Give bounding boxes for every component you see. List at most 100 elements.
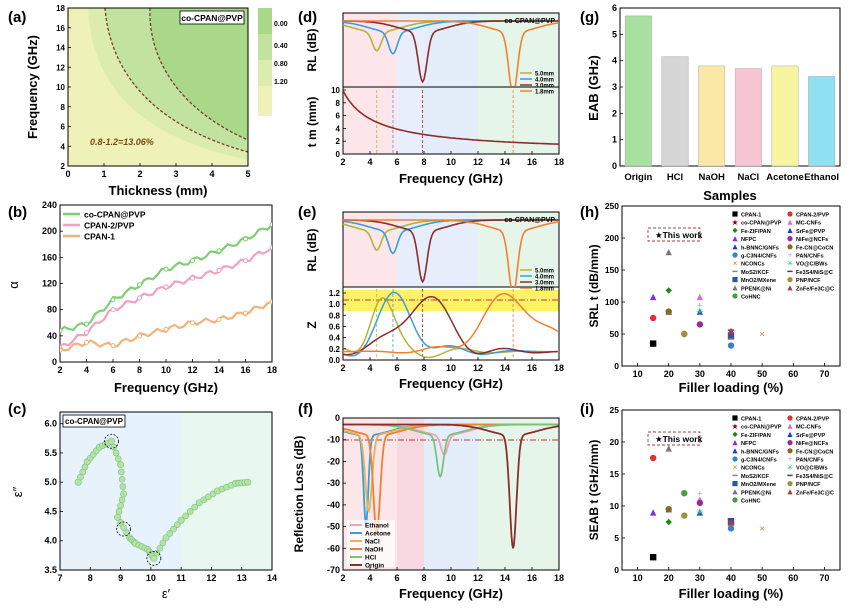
panel-g-bar bbox=[808, 76, 836, 167]
panel-e-xtick-label: 10 bbox=[446, 363, 456, 373]
panel-b-xtick-label: 14 bbox=[214, 365, 224, 375]
panel-d-xtick-label: 10 bbox=[446, 157, 456, 167]
panel-g-bar bbox=[771, 65, 799, 167]
panel-d-legend-label: 4.0mm bbox=[535, 78, 554, 84]
panel-e-matching-band bbox=[343, 290, 559, 311]
panel-b-series-point bbox=[110, 297, 116, 303]
panel-c-point bbox=[115, 455, 122, 463]
panel-c-label: (c) bbox=[8, 401, 26, 418]
panel-g-xtick-label: NaCl bbox=[738, 172, 760, 183]
panel-i-legend-marker bbox=[732, 448, 738, 454]
panel-d-xticks: 2 4 6 8 10 12 14 16 18 bbox=[340, 151, 564, 167]
panel-c-point bbox=[110, 443, 118, 451]
panel-a-xlabel: Thickness (mm) bbox=[109, 183, 208, 198]
panel-a-colorbar-2 bbox=[258, 34, 272, 60]
panel-g-ytick-label: 2 bbox=[612, 108, 617, 118]
panel-i-legend-marker: + bbox=[788, 455, 793, 464]
panel-c-region-3 bbox=[181, 412, 272, 570]
panel-g-xtick-label: Origin bbox=[624, 172, 652, 183]
panel-g-bar bbox=[734, 68, 762, 167]
panel-b-series-point bbox=[84, 339, 89, 345]
panel-e-z-curve bbox=[343, 295, 558, 356]
panel-h-callout: ★This work bbox=[655, 230, 703, 240]
panel-c-ytick-label: 4.5 bbox=[44, 506, 57, 516]
panel-i-legend-marker bbox=[787, 431, 793, 437]
panel-f-ytick-label: -70 bbox=[327, 565, 340, 575]
panel-h-point bbox=[649, 293, 657, 301]
panel-b-ytick-label: 200 bbox=[42, 226, 57, 236]
panel-d-legend-label: 1.8mm bbox=[535, 90, 554, 96]
panel-b-legend-label: CPAN-1 bbox=[84, 232, 115, 242]
panel-d-rl-curves bbox=[343, 20, 559, 86]
panel-c-xticks: 7 8 9 10 11 12 13 14 bbox=[57, 567, 277, 583]
panel-f-ytick-label: -10 bbox=[327, 435, 340, 445]
panel-h-legend-marker bbox=[787, 211, 793, 217]
panel-h-label: (h) bbox=[580, 204, 599, 221]
panel-d-yticks: 0 2 4 6 8 10 bbox=[331, 86, 346, 159]
panel-c-circle-marker bbox=[116, 521, 131, 537]
panel-b-xlabel: Frequency (GHz) bbox=[114, 380, 218, 395]
panel-c-point bbox=[166, 530, 174, 537]
panel-c-point bbox=[200, 496, 208, 504]
panel-h-point bbox=[665, 287, 672, 294]
panel-h-legend-label: SrFe@PVP bbox=[796, 229, 825, 235]
panel-d-xlabel: Frequency (GHz) bbox=[399, 171, 503, 186]
panel-g-xtick-label: NaOH bbox=[698, 172, 725, 183]
panel-i-legend-label: CPAN-1 bbox=[741, 417, 761, 423]
panel-a-xtick-label: 1 bbox=[101, 169, 106, 179]
panel-h-legend-marker bbox=[787, 277, 793, 283]
panel-a-colorbar-4 bbox=[258, 86, 272, 116]
panel-e-ylabel-top: RL (dB) bbox=[305, 228, 319, 271]
panel-f-xtick-label: 2 bbox=[340, 573, 345, 583]
panel-h-legend-label: MC-CNFs bbox=[796, 221, 821, 227]
panel-c-point bbox=[153, 549, 161, 557]
panel-c-point bbox=[107, 437, 115, 445]
panel-d-tm-curve bbox=[343, 90, 559, 145]
panel-e-ylabel-bottom: Z bbox=[305, 321, 319, 328]
panel-c: (c) co-CPAN@PVP 7 8 9 10 11 12 13 14 3.5 4.0 4.5 5… bbox=[8, 401, 277, 601]
panel-d-region-3 bbox=[424, 13, 478, 154]
panel-d-legend-label: 3.0mm bbox=[535, 84, 554, 90]
panel-i-legend-marker bbox=[732, 415, 738, 421]
panel-b-series-point bbox=[84, 330, 89, 336]
panel-b-ylabel: α bbox=[6, 281, 21, 289]
panel-a-ylabel: Frequency (GHz) bbox=[25, 35, 40, 139]
panel-a-colorbar-tick: 1.20 bbox=[274, 79, 288, 86]
panel-i-legend-marker: ✳ bbox=[787, 463, 794, 472]
panel-i-legend-label: PAN/CNFs bbox=[796, 458, 824, 464]
panel-e-yticks: 0.0 0.2 0.4 0.6 0.8 1.0 1.2 bbox=[329, 289, 346, 365]
panel-b-xtick-label: 6 bbox=[110, 365, 115, 375]
panel-c-yticks: 3.5 4.0 4.5 5.0 5.5 6.0 bbox=[44, 419, 63, 575]
panel-h-legend-label: Fe-ZIF/PAN bbox=[741, 229, 771, 235]
panel-c-xtick-label: 13 bbox=[237, 573, 247, 583]
panel-f-region-2 bbox=[397, 418, 424, 570]
panel-f-ytick-label: -20 bbox=[327, 456, 340, 466]
panel-h-xtick-label: 30 bbox=[695, 369, 705, 379]
panel-b: (b) 2 4 6 8 10 12 14 16 18 0 40 80 120 160 200 240 co-… bbox=[6, 200, 277, 395]
panel-h-xtick-label: 20 bbox=[664, 369, 674, 379]
panel-g-ytick-label: 6 bbox=[612, 3, 617, 13]
panel-e-xtick-label: 16 bbox=[527, 363, 537, 373]
panel-b-series-point bbox=[243, 310, 248, 316]
panel-i-legend-marker bbox=[732, 489, 738, 495]
panel-e-legend-label: 5.0mm bbox=[535, 269, 554, 275]
panel-d-region-4 bbox=[478, 13, 559, 154]
panel-d-ylabel-bottom: t m (mm) bbox=[305, 97, 319, 148]
panel-h-legend-label: co-CPAN@PVP bbox=[741, 221, 782, 227]
panel-c-point bbox=[120, 524, 127, 531]
panel-i-legend-marker bbox=[787, 423, 793, 429]
panel-h-legend-marker bbox=[732, 293, 738, 299]
panel-b-xticks: 2 4 6 8 10 12 14 16 18 bbox=[57, 359, 277, 375]
panel-h-point bbox=[727, 332, 735, 339]
panel-g-frame bbox=[619, 7, 841, 167]
panel-d-rl-curve bbox=[343, 20, 559, 84]
panel-h-legend-label: MnO2/MXene bbox=[741, 278, 776, 284]
panel-g-yticks: 0 1 2 3 4 5 6 bbox=[612, 3, 623, 171]
panel-i-legend-label: SrFe@PVP bbox=[796, 433, 825, 439]
panel-a-colorbar-tick: 0.00 bbox=[274, 21, 288, 28]
panel-h-legend-marker bbox=[787, 219, 793, 225]
panel-b-series-point bbox=[110, 343, 116, 349]
panel-h-legend-label: NCONCs bbox=[741, 262, 765, 268]
